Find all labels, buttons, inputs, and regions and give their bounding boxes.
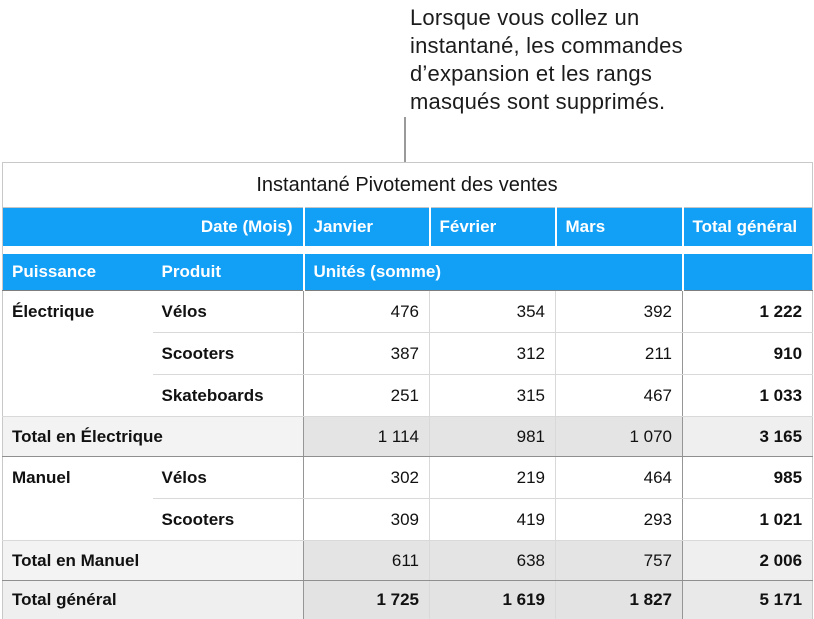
data-cell[interactable]: 476: [303, 290, 430, 333]
data-cell[interactable]: 419: [429, 498, 556, 541]
row-total-cell[interactable]: 1 222: [681, 290, 813, 333]
subtotal-label[interactable]: Total en Électrique: [2, 416, 304, 457]
subtotal-cell[interactable]: 611: [303, 540, 430, 581]
subtotal-grand-cell[interactable]: 3 165: [681, 416, 813, 457]
subtotal-cell[interactable]: 1 114: [303, 416, 430, 457]
subtotal-cell[interactable]: 1 070: [555, 416, 683, 457]
grand-total-label[interactable]: Total général: [2, 580, 304, 619]
data-cell[interactable]: 354: [429, 290, 556, 333]
data-cell[interactable]: 392: [555, 290, 683, 333]
table-row-total-general: Total général 1 725 1 619 1 827 5 171: [2, 580, 813, 619]
callout-line: instantané, les commandes: [410, 33, 683, 58]
table-row-manuel-velos: Manuel Vélos 302 219 464 985: [2, 456, 813, 541]
data-cell[interactable]: 302: [303, 456, 430, 499]
table-row-manuel-scooters: Scooters 309 419 293 1 021: [3, 498, 813, 541]
header-cell-produit[interactable]: Produit: [152, 254, 304, 291]
product-label[interactable]: Scooters: [152, 332, 304, 375]
row-total-cell[interactable]: 1 021: [681, 498, 813, 541]
header-cell-mars[interactable]: Mars: [554, 207, 683, 246]
header-cell-puissance[interactable]: Puissance: [2, 254, 153, 291]
data-cell[interactable]: 312: [429, 332, 556, 375]
header-cell-janvier[interactable]: Janvier: [302, 207, 430, 246]
grand-total-cell[interactable]: 1 827: [555, 580, 683, 619]
product-label[interactable]: Skateboards: [152, 374, 304, 417]
grand-total-cell[interactable]: 1 725: [303, 580, 430, 619]
header-row-fields: Puissance Produit Unités (somme): [2, 254, 813, 291]
grand-total-grand-cell[interactable]: 5 171: [681, 580, 813, 619]
header-cell-fevrier[interactable]: Février: [428, 207, 556, 246]
table-row-electrique-skateboards: Skateboards 251 315 467 1 033: [3, 374, 813, 417]
table-row-electrique-scooters: Scooters 387 312 211 910: [3, 332, 813, 375]
row-total-cell[interactable]: 1 033: [681, 374, 813, 417]
header-cell-unites-somme[interactable]: Unités (somme): [302, 254, 683, 291]
data-cell[interactable]: 211: [555, 332, 683, 375]
data-cell[interactable]: 315: [429, 374, 556, 417]
row-total-cell[interactable]: 985: [681, 456, 813, 499]
callout-line: masqués sont supprimés.: [410, 89, 666, 114]
subtotal-cell[interactable]: 638: [429, 540, 556, 581]
table-row-electrique-velos: Électrique Vélos 476 354 392 1 222: [2, 290, 813, 417]
product-label[interactable]: Vélos: [152, 290, 304, 333]
product-label[interactable]: Scooters: [152, 498, 304, 541]
product-label[interactable]: Vélos: [152, 456, 304, 499]
header-cell-empty[interactable]: [681, 254, 813, 291]
table-row-total-electrique: Total en Électrique 1 114 981 1 070 3 16…: [2, 416, 813, 457]
table-title-row: Instantané Pivotement des ventes: [2, 162, 813, 208]
table-title[interactable]: Instantané Pivotement des ventes: [2, 162, 813, 208]
data-cell[interactable]: 387: [303, 332, 430, 375]
data-cell[interactable]: 464: [555, 456, 683, 499]
subtotal-cell[interactable]: 757: [555, 540, 683, 581]
grand-total-cell[interactable]: 1 619: [429, 580, 556, 619]
callout-note: Lorsque vous collez un instantané, les c…: [410, 4, 810, 116]
header-gap: [2, 246, 813, 254]
callout-leader-line: [404, 117, 406, 163]
pivot-table: Instantané Pivotement des ventes Date (M…: [2, 162, 814, 619]
subtotal-label[interactable]: Total en Manuel: [2, 540, 304, 581]
row-total-cell[interactable]: 910: [681, 332, 813, 375]
header-cell-total-general[interactable]: Total général: [681, 207, 813, 246]
data-cell[interactable]: 251: [303, 374, 430, 417]
data-cell[interactable]: 219: [429, 456, 556, 499]
table-row-total-manuel: Total en Manuel 611 638 757 2 006: [2, 540, 813, 581]
group-label-manuel[interactable]: Manuel: [2, 456, 153, 541]
header-gap-row: [2, 246, 813, 254]
subtotal-cell[interactable]: 981: [429, 416, 556, 457]
data-cell[interactable]: 309: [303, 498, 430, 541]
header-row-months: Date (Mois) Janvier Février Mars Total g…: [2, 207, 813, 246]
pivot-table-container: Instantané Pivotement des ventes Date (M…: [2, 162, 814, 619]
data-cell[interactable]: 293: [555, 498, 683, 541]
callout-line: Lorsque vous collez un: [410, 5, 640, 30]
callout-line: d’expansion et les rangs: [410, 61, 653, 86]
group-label-electrique[interactable]: Électrique: [2, 290, 153, 417]
data-cell[interactable]: 467: [555, 374, 683, 417]
subtotal-grand-cell[interactable]: 2 006: [681, 540, 813, 581]
header-cell-date-mois[interactable]: Date (Mois): [2, 207, 304, 246]
